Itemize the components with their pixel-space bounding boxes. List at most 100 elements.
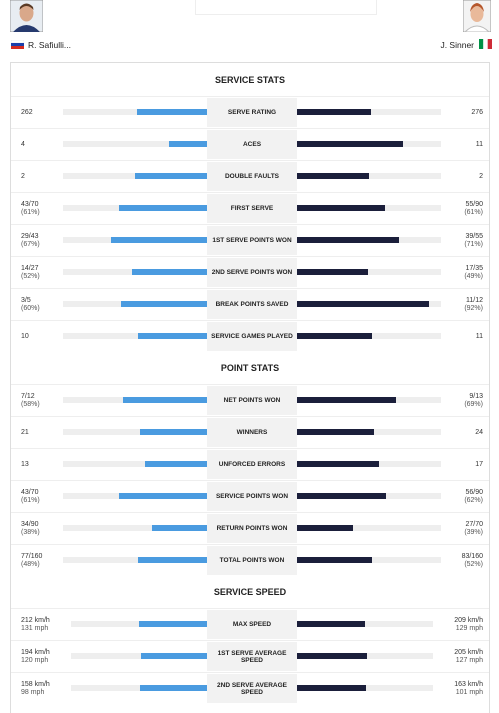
stat-label: SERVICE POINTS WON bbox=[207, 482, 297, 511]
right-value: 11 bbox=[476, 129, 483, 160]
left-value: 21 bbox=[21, 417, 29, 448]
right-track bbox=[297, 301, 441, 307]
stat-label: NET POINTS WON bbox=[207, 386, 297, 415]
left-value: 212 km/h 131 mph bbox=[21, 609, 50, 640]
stat-row: 1ST SERVE POINTS WON 29/43 (67%) 39/55 (71%) bbox=[11, 224, 489, 256]
right-value: 11/12 (92%) bbox=[464, 289, 483, 320]
left-track bbox=[63, 109, 207, 115]
right-main: 9/13 bbox=[469, 392, 483, 400]
stat-row: SERVICE POINTS WON 43/70 (61%) 56/90 (62%) bbox=[11, 480, 489, 512]
left-value: 158 km/h 98 mph bbox=[21, 673, 50, 704]
left-value: 10 bbox=[21, 321, 29, 352]
stat-label: UNFORCED ERRORS bbox=[207, 450, 297, 479]
left-sub: (61%) bbox=[21, 208, 40, 216]
left-main: 2 bbox=[21, 172, 25, 180]
stat-label: 1ST SERVE AVERAGE SPEED bbox=[207, 642, 297, 671]
right-track bbox=[297, 397, 441, 403]
left-bar bbox=[123, 397, 207, 403]
stat-label: 2ND SERVE POINTS WON bbox=[207, 258, 297, 287]
left-track bbox=[63, 429, 207, 435]
stat-label: TOTAL POINTS WON bbox=[207, 546, 297, 575]
right-sub: (52%) bbox=[464, 560, 483, 568]
right-main: 39/55 bbox=[465, 232, 483, 240]
left-bar bbox=[144, 461, 207, 467]
stat-label: WINNERS bbox=[207, 418, 297, 447]
left-value: 43/70 (61%) bbox=[21, 193, 40, 224]
player2-photo bbox=[463, 0, 491, 32]
right-bar bbox=[297, 429, 374, 435]
left-bar bbox=[120, 301, 207, 307]
section-title: SERVICE SPEED bbox=[213, 587, 287, 597]
left-bar bbox=[137, 557, 207, 563]
stat-row: WINNERS 21 24 bbox=[11, 416, 489, 448]
right-bar bbox=[297, 301, 430, 307]
right-value: 24 bbox=[475, 417, 483, 448]
right-track bbox=[297, 205, 441, 211]
right-bar bbox=[297, 621, 365, 627]
left-sub: (58%) bbox=[21, 400, 40, 408]
stat-label: SERVE RATING bbox=[207, 98, 297, 127]
left-track bbox=[63, 237, 207, 243]
right-bar bbox=[297, 109, 371, 115]
right-main: 17/35 bbox=[465, 264, 483, 272]
stat-label: 2ND SERVE AVERAGE SPEED bbox=[207, 674, 297, 703]
right-track bbox=[297, 653, 433, 659]
stat-label: BREAK POINTS SAVED bbox=[207, 290, 297, 319]
stat-row: 2ND SERVE POINTS WON 14/27 (52%) 17/35 (49%) bbox=[11, 256, 489, 288]
left-value: 3/5 (60%) bbox=[21, 289, 40, 320]
right-main: 2 bbox=[479, 172, 483, 180]
left-track bbox=[63, 301, 207, 307]
right-track bbox=[297, 621, 433, 627]
left-bar bbox=[119, 493, 207, 499]
right-main: 11/12 bbox=[466, 296, 483, 304]
right-track bbox=[297, 429, 441, 435]
right-bar bbox=[297, 653, 367, 659]
right-main: 276 bbox=[471, 108, 483, 116]
right-value: 9/13 (69%) bbox=[464, 385, 483, 416]
left-main: 29/43 bbox=[21, 232, 39, 240]
left-bar bbox=[132, 269, 207, 275]
left-bar bbox=[135, 173, 207, 179]
right-main: 56/90 bbox=[465, 488, 483, 496]
player1-name: R. Safiulli... bbox=[28, 40, 71, 50]
left-main: 158 km/h bbox=[21, 680, 50, 688]
left-main: 13 bbox=[21, 460, 29, 468]
right-bar bbox=[297, 141, 403, 147]
right-track bbox=[297, 237, 441, 243]
right-main: 17 bbox=[475, 460, 483, 468]
left-value: 77/160 (48%) bbox=[21, 545, 42, 576]
left-bar bbox=[138, 621, 207, 627]
right-track bbox=[297, 269, 441, 275]
stat-row: BREAK POINTS SAVED 3/5 (60%) 11/12 (92%) bbox=[11, 288, 489, 320]
left-sub: (67%) bbox=[21, 240, 40, 248]
section-title: SERVICE STATS bbox=[214, 75, 285, 85]
stat-label: RETURN POINTS WON bbox=[207, 514, 297, 543]
stat-row: TOTAL POINTS WON 77/160 (48%) 83/160 (52%) bbox=[11, 544, 489, 576]
player1-photo bbox=[10, 0, 43, 32]
left-sub: (61%) bbox=[21, 496, 40, 504]
stat-row: NET POINTS WON 7/12 (58%) 9/13 (69%) bbox=[11, 384, 489, 416]
left-bar bbox=[140, 653, 207, 659]
stat-label: MAX SPEED bbox=[207, 610, 297, 639]
right-value: 27/70 (39%) bbox=[464, 513, 483, 544]
left-track bbox=[63, 557, 207, 563]
right-track bbox=[297, 109, 441, 115]
stat-row: SERVICE GAMES PLAYED 10 11 bbox=[11, 320, 489, 352]
left-track bbox=[63, 173, 207, 179]
stat-row: 1ST SERVE AVERAGE SPEED 194 km/h 120 mph 20… bbox=[11, 640, 489, 672]
right-main: 205 km/h bbox=[454, 648, 483, 656]
left-main: 7/12 bbox=[21, 392, 35, 400]
right-value: 276 bbox=[471, 97, 483, 128]
right-sub: (71%) bbox=[464, 240, 483, 248]
stat-row: MAX SPEED 212 km/h 131 mph 209 km/h 129 mph bbox=[11, 608, 489, 640]
left-bar bbox=[168, 141, 207, 147]
stat-label: 1ST SERVE POINTS WON bbox=[207, 226, 297, 255]
right-value: 11 bbox=[476, 321, 483, 352]
right-bar bbox=[297, 205, 385, 211]
right-sub: (62%) bbox=[464, 496, 483, 504]
right-bar bbox=[297, 237, 400, 243]
right-track bbox=[297, 461, 441, 467]
right-track bbox=[297, 525, 441, 531]
right-main: 11 bbox=[475, 332, 483, 340]
stat-row: 2ND SERVE AVERAGE SPEED 158 km/h 98 mph 163… bbox=[11, 672, 489, 704]
